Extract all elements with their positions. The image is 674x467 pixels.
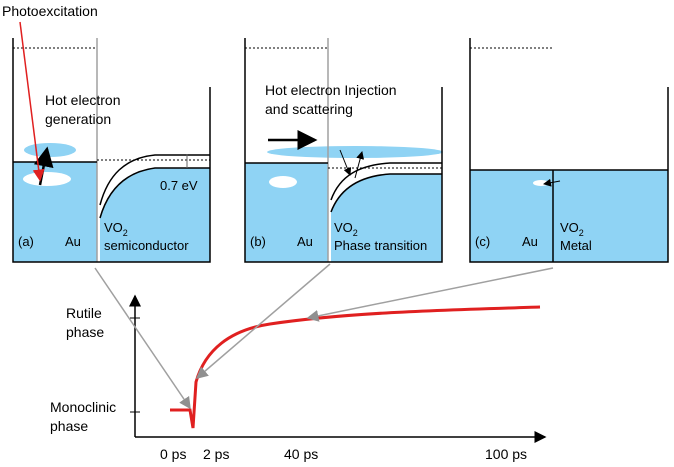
panel-c: (c) Au VO2 Metal [469,38,669,263]
oxide: VO2 [104,220,128,238]
x-label: 2 ps [203,446,229,462]
x-label: 100 ps [485,446,527,462]
metal: Au [522,234,538,249]
x-label: 40 ps [284,446,318,462]
caption: Hot electron [45,92,120,108]
barrier: 0.7 eV [160,178,198,193]
caption: generation [45,111,111,127]
caption: and scattering [265,101,353,117]
y-label: phase [50,418,88,434]
x-label: 0 ps [160,446,186,462]
metal: Au [297,234,313,249]
state: semiconductor [104,238,189,253]
panel-b: Hot electron Injection and scattering (b… [244,38,443,263]
title: Photoexcitation [2,3,98,19]
panel-tag: (c) [475,234,490,249]
caption: Hot electron Injection [265,82,397,98]
oxide-sub: 2 [579,228,584,238]
panel-tag: (a) [18,234,34,249]
graph: Rutile phase Monoclinic phase 0 ps 2 ps … [50,263,554,462]
oxide-main: VO [560,220,579,235]
oxide: VO2 [560,220,584,238]
oxide: VO2 [334,220,358,238]
oxide-main: VO [334,220,353,235]
oxide-main: VO [104,220,123,235]
oxide-sub: 2 [353,228,358,238]
panel-tag: (b) [250,234,266,249]
panel-a: Hot electron generation 0.7 eV (a) Au VO… [12,21,211,263]
state: Metal [560,238,592,253]
y-label: Rutile [66,305,102,321]
y-label: phase [66,324,104,340]
oxide-sub: 2 [123,228,128,238]
y-label: Monoclinic [50,399,116,415]
metal: Au [65,234,81,249]
state: Phase transition [334,238,427,253]
